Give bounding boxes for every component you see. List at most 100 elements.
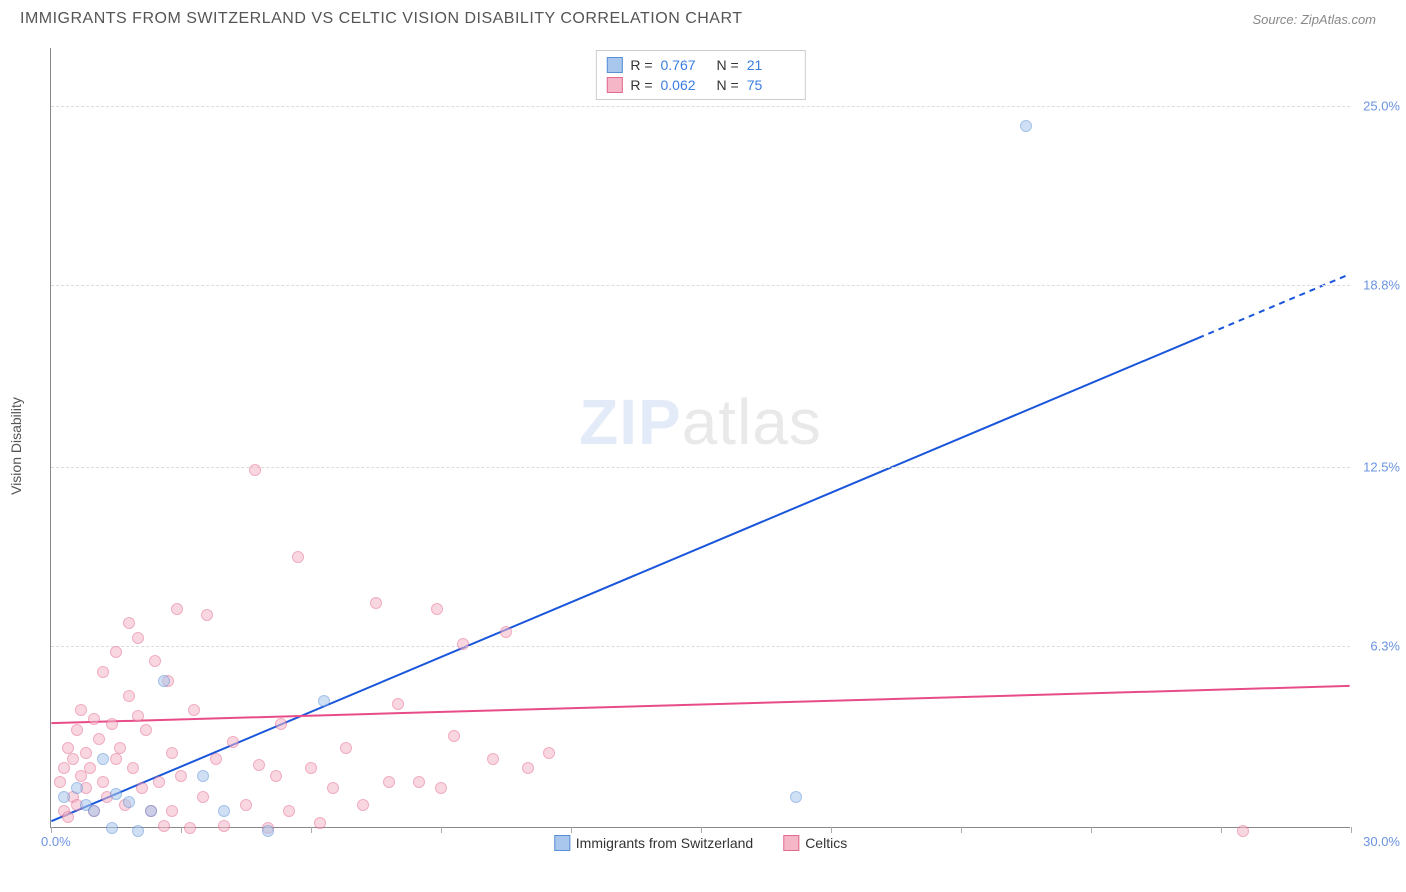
- data-point: [431, 603, 443, 615]
- data-point: [132, 710, 144, 722]
- data-point: [166, 747, 178, 759]
- data-point: [292, 551, 304, 563]
- data-point: [283, 805, 295, 817]
- data-point: [171, 603, 183, 615]
- data-point: [67, 753, 79, 765]
- y-tick-label: 12.5%: [1363, 459, 1400, 474]
- bottom-legend-swatch-1: [783, 835, 799, 851]
- data-point: [184, 822, 196, 834]
- data-point: [132, 632, 144, 644]
- x-tick: [571, 827, 572, 833]
- data-point: [88, 805, 100, 817]
- data-point: [790, 791, 802, 803]
- gridline: [51, 467, 1350, 468]
- chart-header: IMMIGRANTS FROM SWITZERLAND VS CELTIC VI…: [0, 0, 1406, 36]
- x-tick: [181, 827, 182, 833]
- data-point: [201, 609, 213, 621]
- x-tick: [311, 827, 312, 833]
- data-point: [123, 690, 135, 702]
- data-point: [413, 776, 425, 788]
- data-point: [249, 464, 261, 476]
- data-point: [383, 776, 395, 788]
- bottom-legend: Immigrants from Switzerland Celtics: [554, 835, 847, 851]
- data-point: [97, 666, 109, 678]
- x-tick: [441, 827, 442, 833]
- data-point: [75, 704, 87, 716]
- chart-plot-area: ZIPatlas R = 0.767 N = 21 R = 0.062 N = …: [50, 48, 1350, 828]
- data-point: [62, 811, 74, 823]
- data-point: [543, 747, 555, 759]
- data-point: [392, 698, 404, 710]
- data-point: [253, 759, 265, 771]
- data-point: [218, 805, 230, 817]
- x-tick: [961, 827, 962, 833]
- y-tick-label: 25.0%: [1363, 98, 1400, 113]
- data-point: [114, 742, 126, 754]
- gridline: [51, 646, 1350, 647]
- data-point: [314, 817, 326, 829]
- data-point: [262, 825, 274, 837]
- data-point: [132, 825, 144, 837]
- data-point: [305, 762, 317, 774]
- bottom-legend-label-1: Celtics: [805, 835, 847, 851]
- x-tick: [1091, 827, 1092, 833]
- data-point: [500, 626, 512, 638]
- data-point: [448, 730, 460, 742]
- data-point: [327, 782, 339, 794]
- gridline: [51, 285, 1350, 286]
- data-point: [522, 762, 534, 774]
- data-point: [145, 805, 157, 817]
- data-point: [149, 655, 161, 667]
- data-point: [188, 704, 200, 716]
- data-point: [80, 747, 92, 759]
- data-point: [123, 617, 135, 629]
- y-axis-label: Vision Disability: [8, 397, 24, 495]
- data-point: [93, 733, 105, 745]
- data-point: [275, 718, 287, 730]
- chart-title: IMMIGRANTS FROM SWITZERLAND VS CELTIC VI…: [20, 10, 743, 28]
- data-point: [127, 762, 139, 774]
- x-tick: [1351, 827, 1352, 833]
- data-point: [270, 770, 282, 782]
- data-point: [166, 805, 178, 817]
- data-point: [318, 695, 330, 707]
- data-point: [153, 776, 165, 788]
- data-point: [218, 820, 230, 832]
- data-point: [197, 791, 209, 803]
- trend-lines: [51, 48, 1350, 827]
- data-point: [106, 822, 118, 834]
- data-point: [240, 799, 252, 811]
- x-tick: [831, 827, 832, 833]
- x-axis-max-label: 30.0%: [1363, 834, 1400, 849]
- data-point: [370, 597, 382, 609]
- data-point: [140, 724, 152, 736]
- data-point: [97, 776, 109, 788]
- x-tick: [1221, 827, 1222, 833]
- data-point: [123, 796, 135, 808]
- data-point: [58, 791, 70, 803]
- data-point: [71, 782, 83, 794]
- data-point: [487, 753, 499, 765]
- data-point: [210, 753, 222, 765]
- data-point: [357, 799, 369, 811]
- data-point: [158, 675, 170, 687]
- y-tick-label: 6.3%: [1370, 639, 1400, 654]
- data-point: [1237, 825, 1249, 837]
- x-tick: [701, 827, 702, 833]
- data-point: [71, 724, 83, 736]
- data-point: [88, 713, 100, 725]
- data-point: [110, 753, 122, 765]
- bottom-legend-item-0: Immigrants from Switzerland: [554, 835, 753, 851]
- data-point: [227, 736, 239, 748]
- data-point: [457, 638, 469, 650]
- chart-source: Source: ZipAtlas.com: [1252, 12, 1376, 27]
- bottom-legend-label-0: Immigrants from Switzerland: [576, 835, 753, 851]
- x-tick: [51, 827, 52, 833]
- data-point: [62, 742, 74, 754]
- data-point: [54, 776, 66, 788]
- data-point: [175, 770, 187, 782]
- gridline: [51, 106, 1350, 107]
- y-tick-label: 18.8%: [1363, 277, 1400, 292]
- data-point: [1020, 120, 1032, 132]
- data-point: [84, 762, 96, 774]
